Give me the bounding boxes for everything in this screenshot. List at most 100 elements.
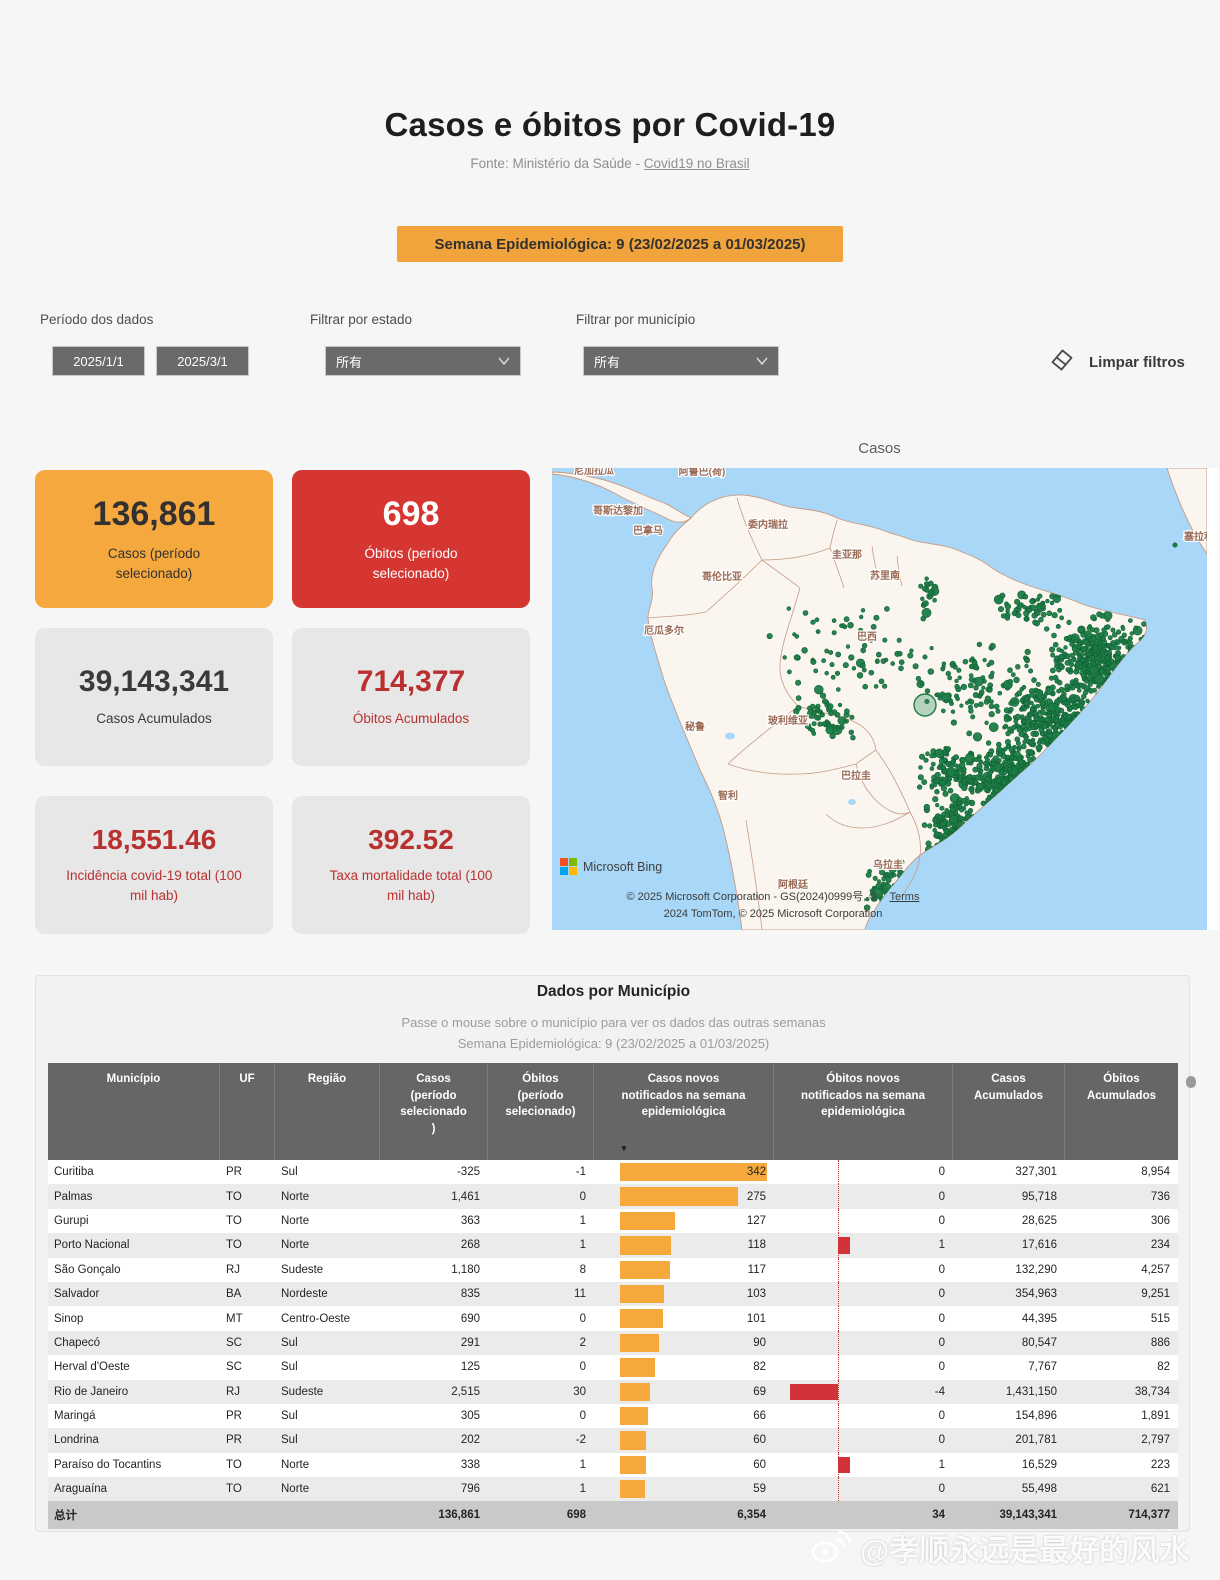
terms-link[interactable]: Terms [889,891,920,903]
map-attribution: © 2025 Microsoft Corporation - GS(2024)0… [563,889,983,923]
col-header-obitos-novos[interactable]: Óbitos novos notificados na semana epide… [774,1063,953,1160]
map-scrollbar-track[interactable] [1207,468,1219,930]
cell-casos-novos: 275 [594,1184,774,1208]
state-dropdown-value: 所有 [336,354,363,370]
subtitle-prefix: Fonte: Ministério da Saúde - [470,156,644,171]
cell-obitos-acumulados: 736 [1150,1190,1170,1203]
period-start-input[interactable]: 2025/1/1 [52,346,145,376]
cell-regiao: Sul [281,1166,298,1179]
table-body: Curitiba PR Sul -325 -1 342 0 327,301 8,954 Palma… [48,1160,1178,1502]
cell-municipio: Maringá [54,1410,96,1423]
cell-uf: MT [226,1312,243,1325]
table-row[interactable]: Paraíso do Tocantins TO Norte 338 1 60 1 16,529… [48,1452,1178,1478]
cell-obitos-periodo: 2 [579,1336,586,1349]
table-row[interactable]: Palmas TO Norte 1,461 0 275 0 95,718 736 [48,1184,1178,1209]
covid19-brasil-link[interactable]: Covid19 no Brasil [643,156,750,171]
cell-regiao: Sul [281,1410,298,1423]
svg-text:尼加拉瓜: 尼加拉瓜 [574,468,614,477]
bing-label: Microsoft Bing [583,859,663,874]
map-title: Casos [858,440,901,457]
col-header-uf[interactable]: UF [220,1063,275,1160]
col-header-regiao[interactable]: Região [275,1063,380,1160]
table-row[interactable]: Rio de Janeiro RJ Sudeste 2,515 30 69 -4 1,431,… [48,1379,1178,1404]
cell-casos-periodo: 1,461 [451,1190,480,1203]
map-country-borders [647,497,921,930]
casos-novos-bar [620,1406,649,1426]
svg-text:塞拉利昂: 塞拉利昂 [1184,530,1207,543]
table-row[interactable]: Salvador BA Nordeste 835 11 103 0 354,963 9,251 [48,1281,1178,1307]
sort-descending-icon: ▼ [620,1144,628,1154]
cell-casos-periodo: 305 [460,1410,480,1423]
cell-casos-periodo: 268 [460,1239,480,1252]
cell-obitos-periodo: 30 [573,1385,586,1398]
cell-municipio: Araguaína [54,1483,108,1496]
col-header-label: Casos novos notificados na semana epidem… [621,1073,746,1119]
period-end-input[interactable]: 2025/3/1 [156,346,249,376]
cell-obitos-novos: 0 [774,1477,953,1502]
table-row[interactable]: Chapecó SC Sul 291 2 90 0 80,547 886 [48,1330,1178,1356]
cell-municipio: Londrina [54,1434,99,1447]
table-row[interactable]: Araguaína TO Norte 796 1 59 0 55,498 621 [48,1477,1178,1502]
cell-obitos-acumulados: 4,257 [1141,1263,1170,1276]
cell-casos-periodo: 338 [460,1458,480,1471]
table-scrollbar-thumb[interactable] [1186,1076,1196,1088]
cell-casos-novos: 66 [594,1404,774,1428]
cell-casos-acumulados: 354,963 [1015,1288,1057,1301]
total-casos-acumulados: 39,143,341 [999,1509,1057,1522]
obitos-novos-bar [790,1383,838,1400]
cell-uf: TO [226,1214,242,1227]
municipality-dropdown[interactable]: 所有 [583,346,779,376]
casos-novos-bar [620,1187,739,1206]
cell-casos-periodo: 202 [460,1434,480,1447]
cell-uf: RJ [226,1385,241,1398]
cell-obitos-novos: 1 [774,1452,953,1478]
table-row[interactable]: Sinop MT Centro-Oeste 690 0 101 0 44,395 515 [48,1306,1178,1331]
cell-obitos-periodo: 0 [579,1190,586,1203]
table-row[interactable]: Herval d'Oeste SC Sul 125 0 82 0 7,767 82 [48,1355,1178,1380]
col-header-obitos-acumulados[interactable]: Óbitos Acumulados [1086,1073,1156,1102]
cell-regiao: Sul [281,1434,298,1447]
casos-novos-bar [620,1260,671,1279]
cell-municipio: Salvador [54,1288,100,1301]
svg-text:巴拉圭: 巴拉圭 [841,769,871,782]
total-casos-periodo: 136,861 [438,1509,480,1522]
cell-casos-acumulados: 7,767 [1028,1361,1057,1374]
table-row[interactable]: Londrina PR Sul 202 -2 60 0 201,781 2,797 [48,1428,1178,1453]
kpi-value: 136,861 [92,494,216,533]
table-row[interactable]: Porto Nacional TO Norte 268 1 118 1 17,616 234 [48,1233,1178,1258]
svg-text:巴拿马: 巴拿马 [633,524,663,537]
cell-casos-periodo: 2,515 [451,1385,480,1398]
state-dropdown[interactable]: 所有 [325,346,521,376]
col-header-obitos-periodo[interactable]: Óbitos (período selecionado) [488,1063,594,1160]
table-row[interactable]: Gurupi TO Norte 363 1 127 0 28,625 306 [48,1208,1178,1234]
table-row[interactable]: Curitiba PR Sul -325 -1 342 0 327,301 8,954 [48,1160,1178,1185]
kpi-label: Taxa mortalidade total (100 mil hab) [329,868,493,903]
kpi-label: Casos Acumulados [96,711,212,727]
cell-regiao: Sudeste [281,1263,324,1276]
col-header-casos-periodo[interactable]: Casos (período selecionado ) [380,1063,488,1160]
cell-casos-novos: 101 [594,1306,774,1330]
cell-obitos-acumulados: 38,734 [1134,1385,1170,1398]
kpi-incidencia: 18,551.46 Incidência covid-19 total (100… [35,796,273,934]
col-header-municipio[interactable]: Município [48,1063,220,1160]
col-header-casos-novos[interactable]: Casos novos notificados na semana epidem… [594,1063,774,1160]
svg-text:阿鲁巴(荷): 阿鲁巴(荷) [679,468,726,478]
cell-obitos-acumulados: 8,954 [1141,1166,1170,1179]
table-row[interactable]: São Gonçalo RJ Sudeste 1,180 8 117 0 132,290 4,2… [48,1257,1178,1282]
cell-uf: TO [226,1458,242,1471]
clear-filters-button[interactable]: Limpar filtros [1048,346,1185,378]
cell-casos-novos: 59 [594,1477,774,1501]
cell-casos-acumulados: 16,529 [1021,1458,1057,1471]
casos-novos-bar [620,1211,675,1231]
table-row[interactable]: Maringá PR Sul 305 0 66 0 154,896 1,891 [48,1403,1178,1429]
svg-text:巴西: 巴西 [857,631,877,643]
kpi-value: 392.52 [368,824,454,856]
cell-casos-acumulados: 95,718 [1021,1190,1057,1203]
cell-casos-acumulados: 1,431,150 [1005,1385,1057,1398]
casos-novos-bar [620,1284,665,1304]
cell-regiao: Centro-Oeste [281,1312,351,1325]
cell-obitos-novos: 0 [774,1184,953,1209]
col-header-casos-acumulados[interactable]: Casos Acumulados [953,1063,1065,1160]
cell-obitos-novos: 0 [774,1330,953,1356]
